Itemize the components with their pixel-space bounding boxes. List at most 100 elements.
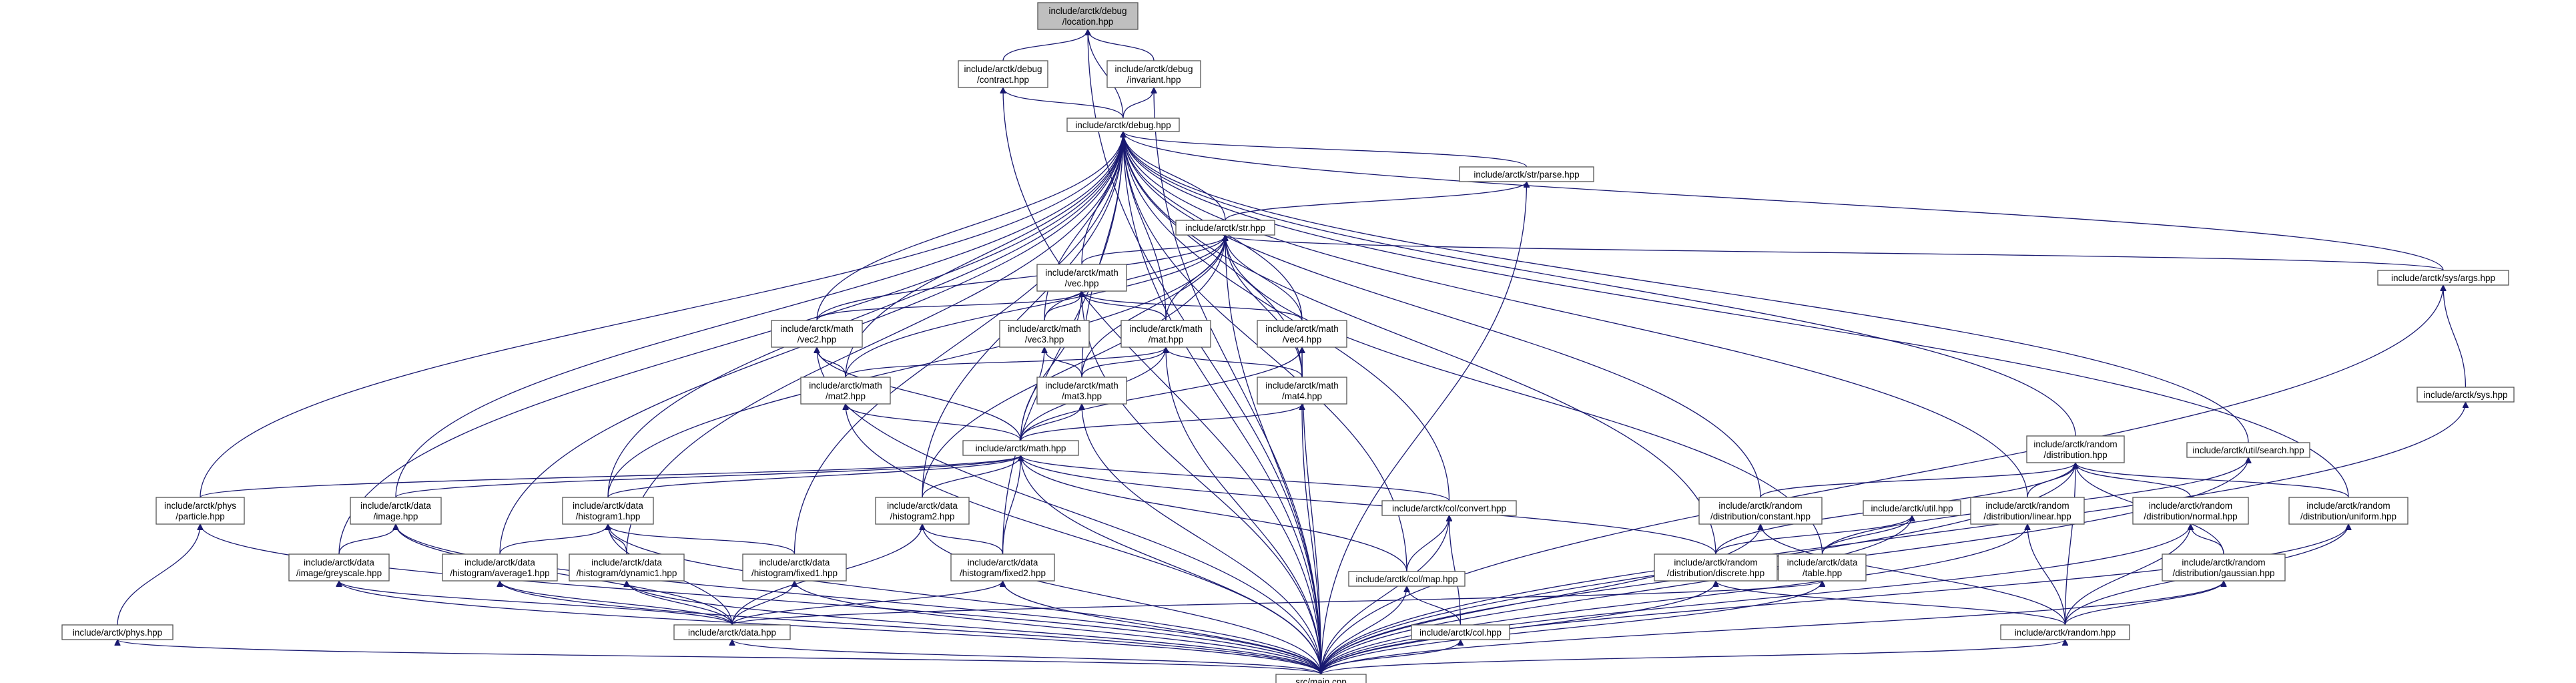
node-box	[958, 60, 1048, 88]
edge-data_histogram_average1-to-data	[500, 580, 733, 626]
node-phys-particle[interactable]: include/arctk/phys/particle.hpp	[155, 497, 245, 525]
node-math-mat3[interactable]: include/arctk/math/mat3.hpp	[1036, 377, 1127, 405]
node-data-table[interactable]: include/arctk/data/table.hpp	[1778, 553, 1867, 582]
node-label: include/arctk/math	[1265, 324, 1339, 334]
node-random-distribution[interactable]: include/arctk/random/distribution.hpp	[2026, 435, 2125, 463]
node-str[interactable]: include/arctk/str.hpp	[1175, 220, 1275, 236]
node-data-image[interactable]: include/arctk/data/image.hpp	[350, 497, 442, 525]
edge-math_vec4-to-math	[1020, 347, 1303, 441]
edge-phys_particle-to-phys	[117, 524, 200, 626]
edge-debug_location-to-main	[1088, 29, 1322, 675]
edge-debug-to-data_image_greyscale	[338, 132, 1123, 555]
edge-debug-to-random_dist_discrete	[1123, 132, 1716, 555]
node-data-histogram2[interactable]: include/arctk/data/histogram2.hpp	[875, 497, 970, 525]
node-label: /histogram/fixed2.hpp	[960, 568, 1046, 578]
node-util[interactable]: include/arctk/util.hpp	[1863, 500, 1961, 516]
edge-math_mat3-to-main	[1082, 404, 1322, 675]
edge-math_mat-to-main	[1166, 347, 1322, 675]
node-math-vec4[interactable]: include/arctk/math/vec4.hpp	[1257, 320, 1347, 348]
node-box	[1175, 220, 1275, 236]
edge-data_histogram2-to-main	[922, 524, 1322, 675]
edge-sys-to-main	[1320, 402, 2466, 675]
edge-data_histogram_fixed1-to-main	[795, 580, 1322, 675]
node-math-vec[interactable]: include/arctk/math/vec.hpp	[1036, 264, 1127, 292]
node-main[interactable]: src/main.cpp	[1275, 674, 1367, 683]
edge-random_dist_discrete-to-random	[1716, 580, 2066, 626]
node-label: include/arctk/math	[1045, 381, 1118, 391]
node-data-histogram1[interactable]: include/arctk/data/histogram1.hpp	[562, 497, 654, 525]
node-random-dist-constant[interactable]: include/arctk/random/distribution/consta…	[1698, 497, 1823, 525]
node-math-vec3[interactable]: include/arctk/math/vec3.hpp	[999, 320, 1090, 348]
node-data-histogram-dynamic1[interactable]: include/arctk/data/histogram/dynamic1.hp…	[569, 553, 685, 582]
node-math-mat[interactable]: include/arctk/math/mat.hpp	[1120, 320, 1211, 348]
node-label: /vec.hpp	[1064, 278, 1098, 288]
node-box	[562, 497, 654, 525]
node-box	[288, 553, 390, 582]
node-math-mat4[interactable]: include/arctk/math/mat4.hpp	[1257, 377, 1347, 405]
node-data-image-greyscale[interactable]: include/arctk/data/image/greyscale.hpp	[288, 553, 390, 582]
node-random-dist-discrete[interactable]: include/arctk/random/distribution/discre…	[1654, 553, 1778, 582]
node-label: include/arctk/math	[1045, 268, 1118, 278]
edge-debug-to-math_vec2	[816, 132, 1123, 321]
node-box	[673, 624, 791, 640]
node-str-parse[interactable]: include/arctk/str/parse.hpp	[1459, 166, 1594, 182]
node-math-vec2[interactable]: include/arctk/math/vec2.hpp	[771, 320, 863, 348]
node-label: include/arctk/str.hpp	[1185, 223, 1265, 233]
edge-random_dist_constant-to-main	[1320, 524, 1761, 675]
node-math-mat2[interactable]: include/arctk/math/mat2.hpp	[800, 377, 891, 405]
node-data[interactable]: include/arctk/data.hpp	[673, 624, 791, 640]
node-random-dist-normal[interactable]: include/arctk/random/distribution/normal…	[2132, 497, 2249, 525]
edge-sys_args-to-main	[1320, 285, 2444, 675]
node-sys[interactable]: include/arctk/sys.hpp	[2417, 387, 2515, 403]
node-phys[interactable]: include/arctk/phys.hpp	[61, 624, 174, 640]
node-math[interactable]: include/arctk/math.hpp	[962, 440, 1079, 456]
node-sys-args[interactable]: include/arctk/sys/args.hpp	[2377, 270, 2509, 286]
edge-debug-to-phys_particle	[200, 132, 1123, 498]
node-debug-contract[interactable]: include/arctk/debug/contract.hpp	[958, 60, 1048, 88]
edge-debug-to-random_dist_constant	[1123, 132, 1761, 498]
node-col-map[interactable]: include/arctk/col/map.hpp	[1348, 571, 1466, 587]
node-debug[interactable]: include/arctk/debug.hpp	[1066, 118, 1180, 132]
node-box	[2000, 624, 2130, 640]
node-box	[1411, 624, 1510, 640]
node-data-histogram-average1[interactable]: include/arctk/data/histogram/average1.hp…	[442, 553, 558, 582]
node-label: include/arctk/random	[2149, 501, 2232, 511]
node-col-convert[interactable]: include/arctk/col/convert.hpp	[1381, 500, 1517, 516]
node-label: include/arctk/sys.hpp	[2423, 390, 2507, 400]
node-random-dist-linear[interactable]: include/arctk/random/distribution/linear…	[1970, 497, 2085, 525]
edge-data_histogram_dynamic1-to-main	[627, 580, 1322, 675]
edge-debug_invariant-to-debug	[1122, 87, 1154, 119]
edge-math-to-col_convert	[1021, 455, 1450, 501]
node-data-histogram-fixed1[interactable]: include/arctk/data/histogram/fixed1.hpp	[742, 553, 847, 582]
node-label: include/arctk/data	[591, 557, 662, 567]
edge-debug-to-data_histogram2	[922, 132, 1123, 498]
node-label: /contract.hpp	[977, 75, 1029, 85]
node-label: /vec3.hpp	[1025, 334, 1064, 345]
node-random-dist-uniform[interactable]: include/arctk/random/distribution/unifor…	[2288, 497, 2408, 525]
node-box	[2026, 435, 2125, 463]
node-label: /vec2.hpp	[797, 334, 837, 345]
node-random[interactable]: include/arctk/random.hpp	[2000, 624, 2130, 640]
node-box	[2162, 553, 2286, 582]
node-box	[1257, 320, 1347, 348]
node-util-search[interactable]: include/arctk/util/search.hpp	[2186, 442, 2310, 458]
node-data-histogram-fixed2[interactable]: include/arctk/data/histogram/fixed2.hpp	[950, 553, 1055, 582]
node-random-dist-gaussian[interactable]: include/arctk/random/distribution/gaussi…	[2162, 553, 2286, 582]
node-col[interactable]: include/arctk/col.hpp	[1411, 624, 1510, 640]
node-label: include/arctk/data	[968, 557, 1038, 567]
edge-debug-to-data_histogram1	[607, 132, 1123, 498]
node-debug-location[interactable]: include/arctk/debug/location.hpp	[1037, 2, 1139, 30]
node-box	[1106, 60, 1201, 88]
edge-random-to-main	[1320, 639, 2065, 675]
edge-random_dist_normal-to-random	[2064, 524, 2191, 626]
edge-util-to-data_table	[1821, 515, 1913, 555]
node-label: /distribution/discrete.hpp	[1667, 568, 1764, 578]
node-box	[1654, 553, 1778, 582]
edge-debug_contract-to-main	[1003, 87, 1322, 675]
edge-debug-to-data_image	[395, 132, 1123, 498]
node-label: /image/greyscale.hpp	[296, 568, 382, 578]
edge-data_image-to-data_image_greyscale	[338, 523, 396, 555]
node-debug-invariant[interactable]: include/arctk/debug/invariant.hpp	[1106, 60, 1201, 88]
edge-data_image_greyscale-to-main	[339, 580, 1322, 675]
edge-data_histogram1-to-data_histogram_average1	[499, 523, 608, 555]
